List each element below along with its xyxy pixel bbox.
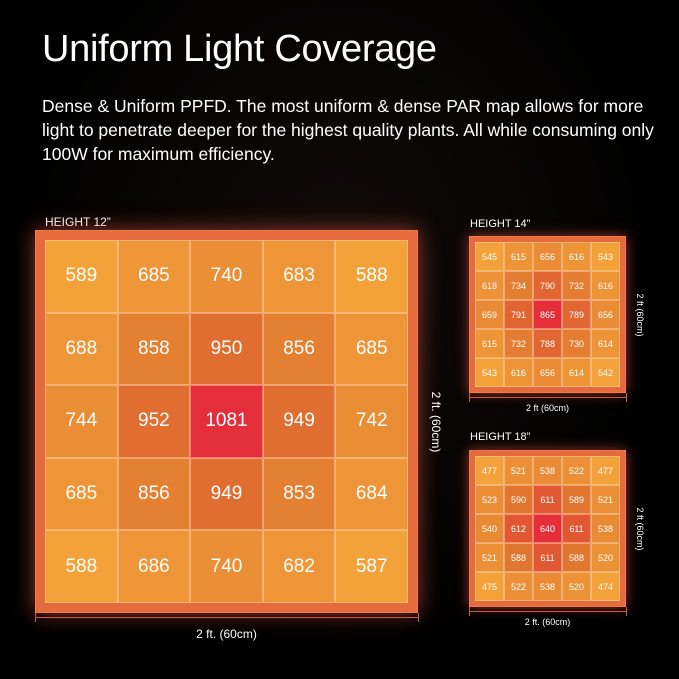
ppfd-cell: 791 [504, 300, 533, 329]
ppfd-cell: 521 [504, 456, 533, 485]
ppfd-cell: 656 [533, 242, 562, 271]
dimension-tick [418, 613, 419, 622]
ppfd-cell: 588 [504, 543, 533, 572]
ppfd-cell: 616 [591, 271, 620, 300]
ppfd-cell: 858 [117, 312, 191, 386]
ppfd-cell: 686 [117, 530, 191, 603]
ppfd-cell: 616 [562, 242, 591, 271]
ppfd-cell: 732 [504, 329, 533, 358]
ppfd-cell: 949 [190, 457, 263, 531]
ppfd-cell: 474 [591, 572, 620, 601]
ppfd-cell: 732 [562, 271, 591, 300]
ppfd-cell: 950 [190, 312, 263, 386]
grid-label: HEIGHT 18” [470, 431, 531, 443]
ppfd-cell: 522 [504, 572, 533, 601]
ppfd-cell: 684 [335, 457, 408, 531]
ppfd-cell: 612 [504, 514, 533, 543]
height-label: 2 ft (60cm) [635, 506, 645, 551]
height-label: 2 ft. (60cm) [429, 391, 443, 452]
ppfd-cell: 614 [562, 358, 591, 387]
ppfd-cell: 682 [262, 530, 336, 603]
ppfd-cell: 542 [591, 358, 620, 387]
ppfd-cell: 952 [117, 385, 191, 458]
ppfd-cell: 521 [475, 543, 504, 572]
ppfd-cell: 588 [45, 530, 118, 603]
ppfd-cell: 789 [562, 300, 591, 329]
ppfd-cell: 744 [45, 385, 118, 458]
ppfd-cell: 545 [475, 242, 504, 271]
ppfd-cell: 538 [533, 572, 562, 601]
ppfd-cell: 618 [475, 271, 504, 300]
ppfd-cell: 740 [190, 240, 263, 313]
ppfd-cell: 540 [475, 514, 504, 543]
ppfd-cell: 640 [533, 514, 562, 543]
grid-label: HEIGHT 14” [470, 218, 531, 230]
ppfd-cell: 523 [475, 485, 504, 514]
ppfd-cell: 543 [591, 242, 620, 271]
ppfd-cell: 611 [533, 543, 562, 572]
dimension-tick [35, 613, 36, 622]
ppfd-cell: 615 [475, 329, 504, 358]
dimension-line [469, 397, 626, 398]
grid-label: HEIGHT 12” [45, 215, 111, 229]
ppfd-cell: 543 [475, 358, 504, 387]
description: Dense & Uniform PPFD. The most uniform &… [42, 96, 654, 164]
ppfd-cell: 790 [533, 271, 562, 300]
height-label: 2 ft (60cm) [635, 292, 645, 337]
ppfd-cell: 1081 [190, 385, 263, 458]
ppfd-cell: 730 [562, 329, 591, 358]
ppfd-cell: 656 [533, 358, 562, 387]
ppfd-cell: 477 [591, 456, 620, 485]
ppfd-cell: 611 [533, 485, 562, 514]
dimension-line [35, 617, 418, 618]
ppfd-cell: 740 [190, 530, 263, 603]
ppfd-cell: 865 [533, 300, 562, 329]
ppfd-cell: 688 [45, 312, 118, 386]
ppfd-cell: 538 [533, 456, 562, 485]
ppfd-cell: 521 [591, 485, 620, 514]
ppfd-cell: 853 [262, 457, 336, 531]
ppfd-cell: 856 [117, 457, 191, 531]
ppfd-cell: 685 [335, 312, 408, 386]
ppfd-cell: 614 [591, 329, 620, 358]
ppfd-cell: 520 [562, 572, 591, 601]
ppfd-cell: 588 [335, 240, 408, 313]
dimension-tick [469, 393, 470, 402]
ppfd-cell: 616 [504, 358, 533, 387]
ppfd-cell: 589 [562, 485, 591, 514]
ppfd-cell: 477 [475, 456, 504, 485]
ppfd-cell: 949 [262, 385, 336, 458]
ppfd-cell: 856 [262, 312, 336, 386]
dimension-tick [469, 607, 470, 616]
ppfd-cell: 520 [591, 543, 620, 572]
ppfd-cell: 538 [591, 514, 620, 543]
ppfd-cell: 685 [117, 240, 191, 313]
ppfd-cell: 587 [335, 530, 408, 603]
ppfd-cell: 742 [335, 385, 408, 458]
dimension-tick [626, 393, 627, 402]
title: Uniform Light Coverage [42, 28, 437, 70]
ppfd-cell: 615 [504, 242, 533, 271]
ppfd-cell: 590 [504, 485, 533, 514]
dimension-line [469, 611, 626, 612]
ppfd-cell: 788 [533, 329, 562, 358]
ppfd-cell: 475 [475, 572, 504, 601]
ppfd-cell: 588 [562, 543, 591, 572]
ppfd-cell: 734 [504, 271, 533, 300]
width-label: 2 ft. (60cm) [524, 617, 571, 627]
ppfd-cell: 522 [562, 456, 591, 485]
width-label: 2 ft (60cm) [525, 403, 570, 413]
ppfd-cell: 659 [475, 300, 504, 329]
ppfd-cell: 683 [262, 240, 336, 313]
width-label: 2 ft. (60cm) [196, 627, 257, 641]
ppfd-cell: 656 [591, 300, 620, 329]
dimension-tick [626, 607, 627, 616]
ppfd-cell: 611 [562, 514, 591, 543]
ppfd-cell: 589 [45, 240, 118, 313]
ppfd-cell: 685 [45, 457, 118, 531]
